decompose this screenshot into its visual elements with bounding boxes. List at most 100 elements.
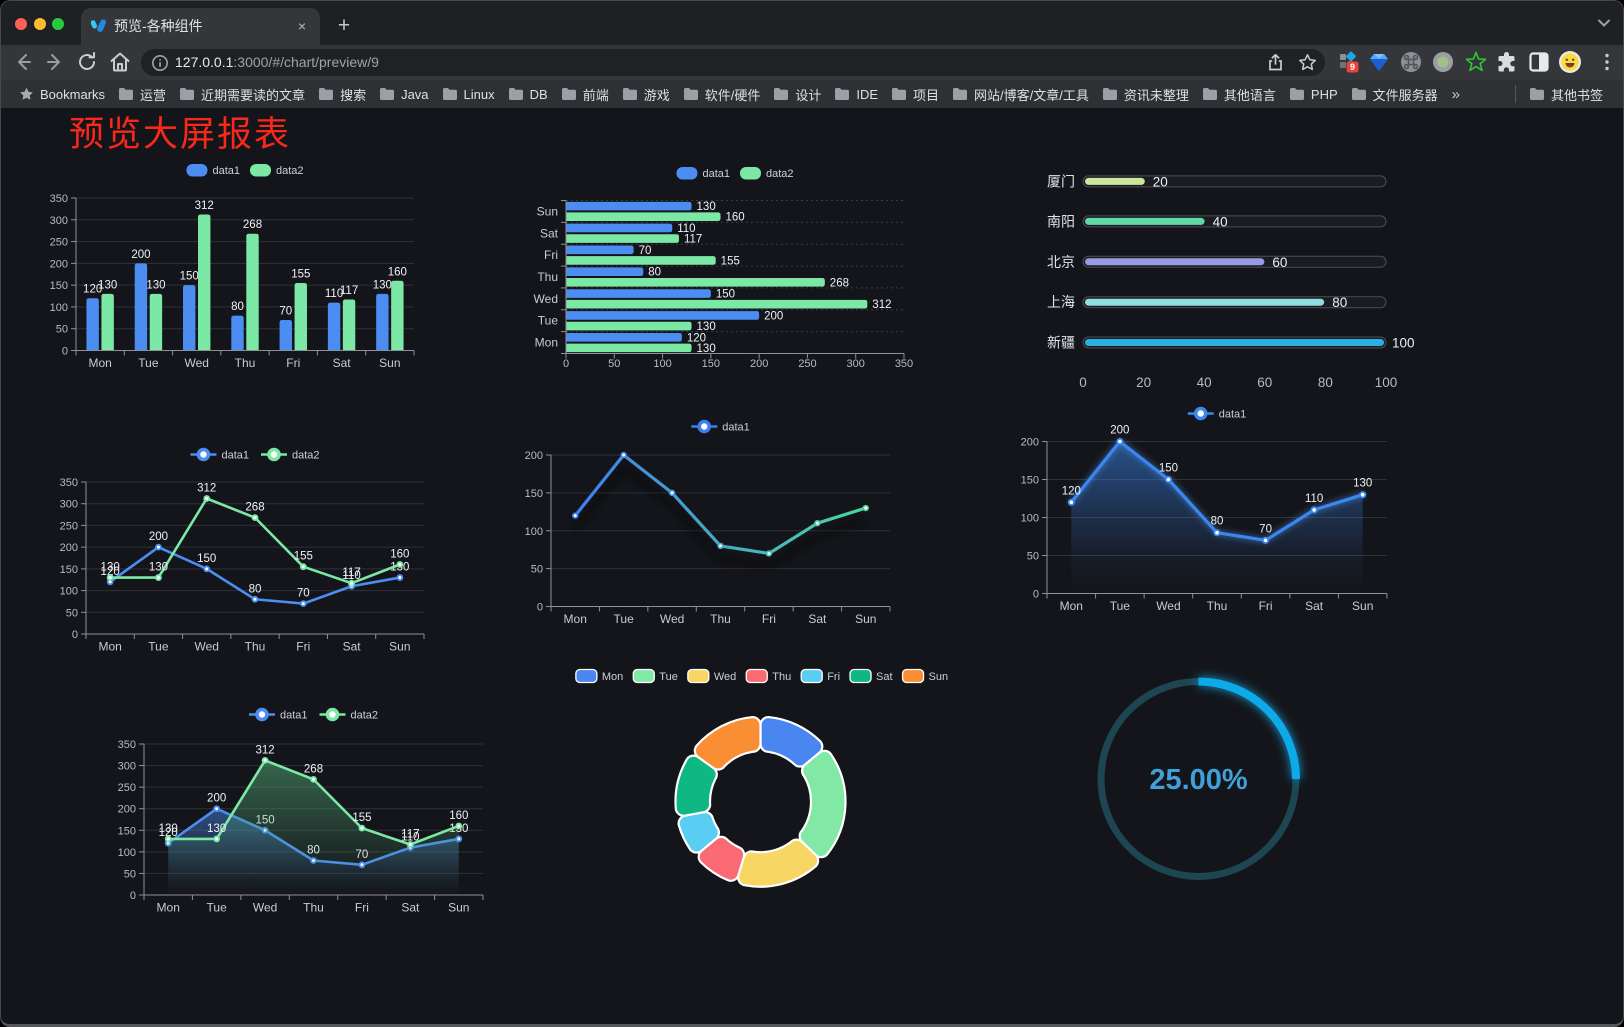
pie-slice[interactable] — [677, 810, 720, 854]
bookmark-folder-item[interactable]: 其他语言 — [1197, 83, 1281, 106]
bookmark-item[interactable]: Bookmarks — [14, 85, 110, 104]
bar — [566, 267, 644, 276]
extension-halfsquare-icon[interactable] — [1527, 50, 1551, 74]
legend-item[interactable]: data1 — [691, 419, 750, 434]
url-path: :3000/#/chart/preview/9 — [233, 54, 379, 70]
forward-icon[interactable] — [41, 48, 69, 76]
legend-item[interactable]: Wed — [687, 668, 736, 684]
back-icon[interactable] — [9, 48, 37, 76]
bookmark-folder-item[interactable]: PHP — [1284, 85, 1343, 104]
bookmark-folder-item[interactable]: 近期需要读的文章 — [174, 83, 310, 106]
legend-label: Wed — [714, 671, 736, 683]
folder-icon — [442, 88, 457, 100]
data-point-center — [301, 602, 305, 606]
bookmark-folder-item[interactable]: DB — [503, 85, 553, 104]
bookmark-folder-item[interactable]: 资讯未整理 — [1097, 83, 1194, 106]
extension-grid-badge-icon[interactable]: 9 — [1337, 50, 1361, 74]
bookmark-folder-item[interactable]: 前端 — [556, 83, 614, 106]
tab-search-chevron-icon[interactable] — [1595, 14, 1613, 32]
legend-item[interactable]: Sat — [849, 668, 893, 684]
bookmark-folder-item[interactable]: Linux — [437, 85, 500, 104]
bookmarks-bar: Bookmarks 运营 近期需要读的文章 搜索 Java Linux DB 前端 游戏 软件/硬… — [1, 80, 1623, 108]
bookmark-folder-item[interactable]: Java — [374, 85, 433, 104]
legend-item[interactable]: data1 — [190, 447, 249, 462]
bookmark-folder-label: PHP — [1310, 86, 1338, 102]
bookmark-folder-item[interactable]: 设计 — [768, 83, 826, 106]
legend-item[interactable]: data2 — [261, 447, 320, 462]
extension-gem-icon[interactable] — [1367, 50, 1391, 74]
url-bar[interactable]: 127.0.0.1:3000/#/chart/preview/9 — [141, 49, 1325, 76]
bookmarks-overflow-chevron[interactable]: » — [1451, 85, 1461, 103]
bookmark-star-icon[interactable] — [1298, 53, 1317, 72]
value-label: 130 — [101, 562, 120, 574]
folder-icon — [319, 88, 334, 100]
window-close-button[interactable] — [15, 18, 27, 30]
data-point-center — [215, 837, 219, 841]
legend-item[interactable]: data2 — [319, 707, 379, 722]
window-zoom-button[interactable] — [52, 18, 64, 30]
legend-item[interactable]: Fri — [800, 668, 840, 684]
value-label: 80 — [249, 583, 262, 595]
value-label: 200 — [1110, 425, 1129, 437]
y-axis-label: 150 — [1021, 475, 1039, 487]
x-category-label: Fri — [1259, 599, 1273, 613]
extension-circle-dot-icon[interactable] — [1431, 50, 1455, 74]
legend-item[interactable]: Sun — [901, 668, 949, 684]
bookmark-folder-item[interactable]: 软件/硬件 — [678, 83, 766, 106]
legend-swatch — [676, 167, 698, 180]
value-label: 150 — [180, 271, 199, 283]
profile-avatar-icon[interactable] — [1558, 50, 1582, 74]
x-category-label: Sat — [333, 356, 352, 370]
legend-label: data1 — [221, 450, 249, 462]
legend-item[interactable]: data1 — [676, 167, 730, 180]
folder-icon — [380, 88, 395, 100]
bookmark-folder-item[interactable]: 搜索 — [313, 83, 371, 106]
legend-item[interactable]: Thu — [745, 668, 791, 684]
window-minimize-button[interactable] — [34, 18, 46, 30]
area-fill — [1071, 441, 1363, 594]
x-category-label: Tue — [614, 612, 635, 626]
value-label: 155 — [291, 268, 310, 280]
bookmark-folder-item[interactable]: IDE — [829, 85, 883, 104]
legend-item[interactable]: data1 — [1187, 406, 1247, 421]
tab-title: 预览-各种组件 — [114, 18, 203, 34]
data-point-center — [864, 506, 868, 510]
extension-circle-cmd-icon[interactable] — [1399, 50, 1423, 74]
pie-slice[interactable] — [674, 754, 718, 817]
legend-item[interactable]: Mon — [575, 668, 623, 684]
y-axis-label: 150 — [525, 488, 543, 500]
menu-dots-icon[interactable] — [1595, 50, 1619, 74]
browser-tab[interactable]: 预览-各种组件 × — [81, 8, 320, 45]
legend-item[interactable]: data1 — [186, 164, 240, 177]
reload-icon[interactable] — [73, 48, 101, 76]
legend-item[interactable]: data2 — [740, 167, 794, 180]
bookmark-folder-item[interactable]: 游戏 — [617, 83, 675, 106]
value-label: 110 — [1305, 493, 1323, 505]
data-point-center — [301, 565, 305, 569]
y-axis-label: 0 — [62, 346, 68, 358]
pie-slice[interactable] — [798, 749, 847, 859]
bar — [183, 285, 196, 350]
extension-green-star-icon[interactable] — [1464, 50, 1488, 74]
new-tab-button[interactable]: + — [337, 14, 351, 37]
value-label: 120 — [687, 332, 706, 344]
bookmark-folder-item[interactable]: 文件服务器 — [1346, 83, 1443, 106]
pie-slice[interactable] — [736, 838, 820, 888]
bookmark-folder-item[interactable]: 运营 — [113, 83, 171, 106]
extensions-puzzle-icon[interactable] — [1495, 50, 1519, 74]
home-icon[interactable] — [106, 48, 134, 76]
pie-slice[interactable] — [697, 835, 746, 882]
bookmark-folder-item[interactable]: 项目 — [886, 83, 944, 106]
site-info-icon[interactable] — [151, 54, 169, 72]
tab-close-icon[interactable]: × — [297, 18, 307, 34]
legend-item[interactable]: Tue — [632, 668, 678, 684]
other-bookmarks-folder[interactable]: 其他书签 — [1524, 83, 1608, 106]
legend-item[interactable]: data1 — [248, 707, 308, 722]
y-axis-label: 300 — [50, 215, 68, 227]
bookmark-folder-item[interactable]: 网站/博客/文章/工具 — [947, 83, 1094, 106]
legend-item[interactable]: data2 — [250, 164, 304, 177]
pie-slice[interactable] — [693, 715, 762, 771]
bar — [86, 298, 99, 350]
y-axis-label: 50 — [56, 324, 68, 336]
share-icon[interactable] — [1266, 53, 1285, 72]
